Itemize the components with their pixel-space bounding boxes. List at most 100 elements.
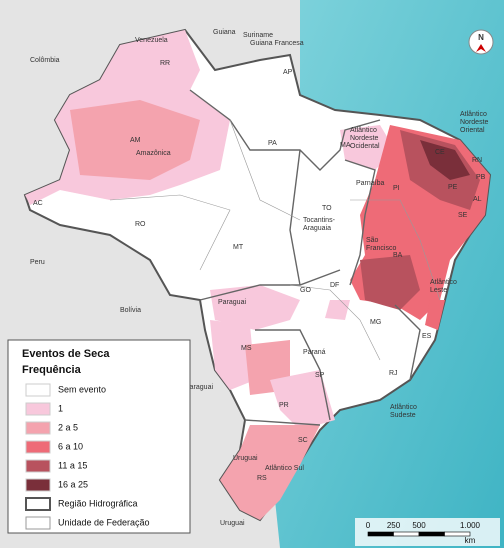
legend-label: Região Hidrográfica — [58, 498, 138, 508]
country-label: Guiana Francesa — [250, 40, 304, 47]
drought-area — [210, 320, 255, 390]
state-label: PI — [393, 185, 400, 192]
scale-segment — [418, 531, 445, 537]
drought-area — [360, 255, 420, 310]
country-label: Colômbia — [30, 57, 60, 64]
region-label: Araguaia — [303, 225, 331, 232]
state-label: RR — [160, 60, 170, 67]
drought-area — [210, 285, 300, 330]
country-label: Suriname — [243, 32, 273, 39]
country-labels: Venezuela Guiana Suriname Guiana Frances… — [30, 29, 304, 527]
state-label: SE — [458, 212, 468, 219]
scale-segment — [393, 531, 420, 537]
region-labels: Amazônica Atlântico Nordeste Ocidental A… — [136, 111, 489, 472]
state-label: SP — [315, 372, 325, 379]
legend-swatch — [25, 383, 51, 397]
state-label: AM — [130, 137, 141, 144]
ocean — [275, 0, 504, 548]
state-label: PE — [448, 184, 458, 191]
scale-bar: 0 250 500 1.000 km — [355, 518, 500, 546]
region-label: Uruguai — [233, 455, 258, 462]
north-circle — [468, 29, 494, 55]
legend-title: Eventos de Seca — [22, 348, 110, 360]
scale-label: 500 — [412, 521, 426, 530]
region-label: Leste — [430, 287, 447, 294]
country-label: Bolívia — [120, 307, 141, 314]
legend-swatch — [25, 516, 51, 530]
legend-swatch — [25, 440, 51, 454]
scale-label: 0 — [366, 521, 371, 530]
state-label: RS — [257, 475, 267, 482]
region-label: Paraná — [303, 349, 326, 356]
state-label: SC — [298, 437, 308, 444]
state-label: AC — [33, 200, 43, 207]
legend-subtitle: Frequência — [22, 364, 82, 376]
region-label: Francisco — [366, 245, 396, 252]
country-label: Venezuela — [135, 37, 168, 44]
state-label: BA — [393, 252, 403, 259]
region-label: Atlântico Sul — [265, 465, 304, 472]
state-label: RJ — [389, 370, 398, 377]
country-label: Uruguai — [220, 520, 245, 527]
state-label: MT — [233, 244, 244, 251]
state-label: MA — [340, 142, 351, 149]
state-borders — [109, 119, 441, 361]
region-label: Atlântico — [430, 279, 457, 286]
scale-label: 1.000 — [460, 521, 481, 530]
region-label: Nordeste — [460, 119, 489, 126]
legend-label: 16 a 25 — [58, 479, 88, 489]
legend-swatch — [25, 402, 51, 416]
state-label: MG — [370, 319, 381, 326]
legend-label: 2 a 5 — [58, 422, 78, 432]
legend-label: Sem evento — [58, 384, 106, 394]
state-label: PR — [279, 402, 289, 409]
region-label: Ocidental — [350, 143, 380, 150]
region-label: Atlântico — [460, 111, 487, 118]
state-label: PB — [476, 174, 486, 181]
legend-label: 11 a 15 — [58, 460, 87, 470]
state-label: TO — [322, 205, 332, 212]
region-label: Atlântico — [390, 404, 417, 411]
state-label: MS — [241, 345, 252, 352]
legend-label: 1 — [58, 403, 63, 413]
state-label: CE — [435, 149, 445, 156]
legend: Eventos de Seca Frequência Sem evento 1 2 a … — [7, 339, 191, 534]
country-label: Paraguai — [185, 384, 213, 391]
drought-area — [325, 300, 350, 320]
state-label: RO — [135, 221, 146, 228]
scale-segment — [367, 531, 394, 537]
state-label: DF — [330, 282, 339, 289]
region-label: Atlântico — [350, 127, 377, 134]
drought-area — [420, 140, 470, 180]
region-label: Tocantins- — [303, 217, 336, 224]
state-labels: RR AP AM PA MA CE RN PB PE AL SE PI BA T… — [33, 60, 486, 482]
drought-area — [425, 300, 445, 330]
north-arrow: N — [468, 29, 494, 55]
drought-area — [220, 425, 320, 520]
hydro-region-borders — [189, 89, 421, 426]
legend-swatch — [25, 497, 51, 511]
legend-swatch — [25, 421, 51, 435]
state-label: AP — [283, 69, 293, 76]
north-label: N — [478, 33, 484, 42]
region-label: Amazônica — [136, 150, 171, 157]
drought-area — [270, 370, 335, 430]
region-label: Sudeste — [390, 412, 416, 419]
state-label: RN — [472, 157, 482, 164]
state-label: PA — [268, 140, 277, 147]
scale-label: 250 — [387, 521, 401, 530]
north-pointer — [476, 44, 486, 52]
legend-swatch — [25, 459, 51, 473]
region-label: Nordeste — [350, 135, 379, 142]
state-label: GO — [300, 287, 311, 294]
legend-swatch — [25, 478, 51, 492]
region-label: São — [366, 237, 379, 244]
scale-unit: km — [465, 536, 476, 545]
legend-label: Unidade de Federação — [58, 517, 150, 527]
state-label: AL — [473, 196, 482, 203]
region-label: Paraguai — [218, 299, 246, 306]
region-label: Oriental — [460, 127, 485, 134]
country-label: Guiana — [213, 29, 236, 36]
country-label: Peru — [30, 259, 45, 266]
region-label: Parnaíba — [356, 180, 385, 187]
